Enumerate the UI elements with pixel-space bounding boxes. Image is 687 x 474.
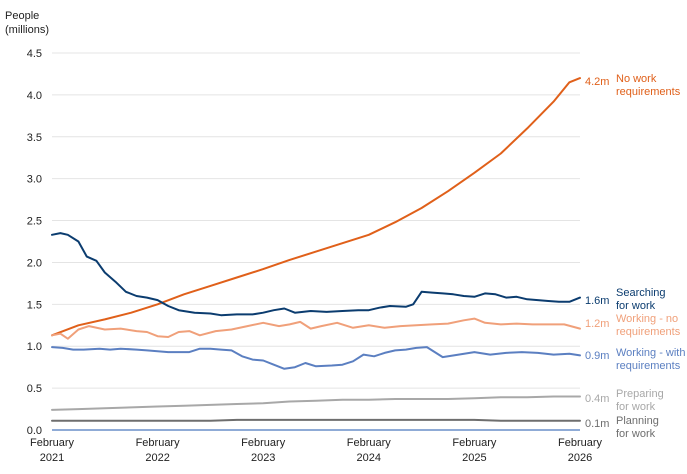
y-tick-labels: 0.0 0.5 1.0 1.5 2.0 2.5 3.0 3.5 4.0 4.5 [27,48,42,437]
x-tick-label-year: 2024 [357,452,381,464]
series-end-labels: 4.2m No workrequirements1.6mSearchingfor … [585,73,685,440]
series-line-searching-for-work [51,232,581,317]
x-tick-label: February [347,437,392,449]
series-line-preparing-for-work [51,395,581,411]
series-line-no-work-requirements [51,77,581,337]
x-tick-label: February [452,437,497,449]
series-label-searching-for-work: Searching [616,287,666,299]
x-tick-labels: February 2021 February 2022 February 2023 Febr… [30,437,603,464]
y-tick-label: 1.0 [27,341,42,353]
series-label-no-work-requirements: No work [616,73,657,85]
series-lines [51,77,581,422]
y-tick-label: 3.5 [27,132,42,144]
y-tick-label: 2.0 [27,257,42,269]
y-tick-label: 1.5 [27,299,42,311]
x-tick-label-year: 2025 [462,452,486,464]
y-tick-label: 0.0 [27,425,42,437]
end-value-no-work-requirements: 4.2m [585,76,609,88]
series-line-working-with-requirements [51,346,581,370]
y-tick-label: 3.0 [27,174,42,186]
y-tick-label: 0.5 [27,383,42,395]
end-value-planning-for-work: 0.1m [585,418,609,430]
end-value-working-no-requirements: 1.2m [585,318,609,330]
series-label-preparing-for-work: for work [616,401,656,413]
gridlines [52,52,580,431]
series-line-planning-for-work [51,418,581,422]
y-axis-title-line-1: People [5,10,39,22]
series-label-working-with-requirements: Working - with [616,347,685,359]
x-tick-label-year: 2022 [145,452,169,464]
series-label-preparing-for-work: Preparing [616,388,664,400]
series-label-working-no-requirements: Working - no [616,313,678,325]
y-tick-label: 4.5 [27,48,42,60]
x-tick-label: February [558,437,603,449]
series-label-working-no-requirements: requirements [616,326,681,338]
series-label-working-with-requirements: requirements [616,360,681,372]
x-tick-label: February [241,437,286,449]
y-axis-title: People (millions) [5,10,49,36]
series-label-searching-for-work: for work [616,300,656,312]
end-value-searching-for-work: 1.6m [585,295,609,307]
y-tick-label: 4.0 [27,90,42,102]
end-value-preparing-for-work: 0.4m [585,393,609,405]
series-label-no-work-requirements: requirements [616,86,681,98]
x-tick-label: February [136,437,181,449]
x-tick-label-year: 2023 [251,452,275,464]
x-tick-label-year: 2026 [568,452,592,464]
x-tick-label-year: 2021 [40,452,64,464]
end-value-working-with-requirements: 0.9m [585,350,609,362]
y-axis-title-line-2: (millions) [5,24,49,36]
series-label-planning-for-work: Planning [616,415,659,427]
y-tick-label: 2.5 [27,216,42,228]
series-line-working-no-requirements [51,317,581,340]
x-tick-label: February [30,437,75,449]
series-label-planning-for-work: for work [616,428,656,440]
